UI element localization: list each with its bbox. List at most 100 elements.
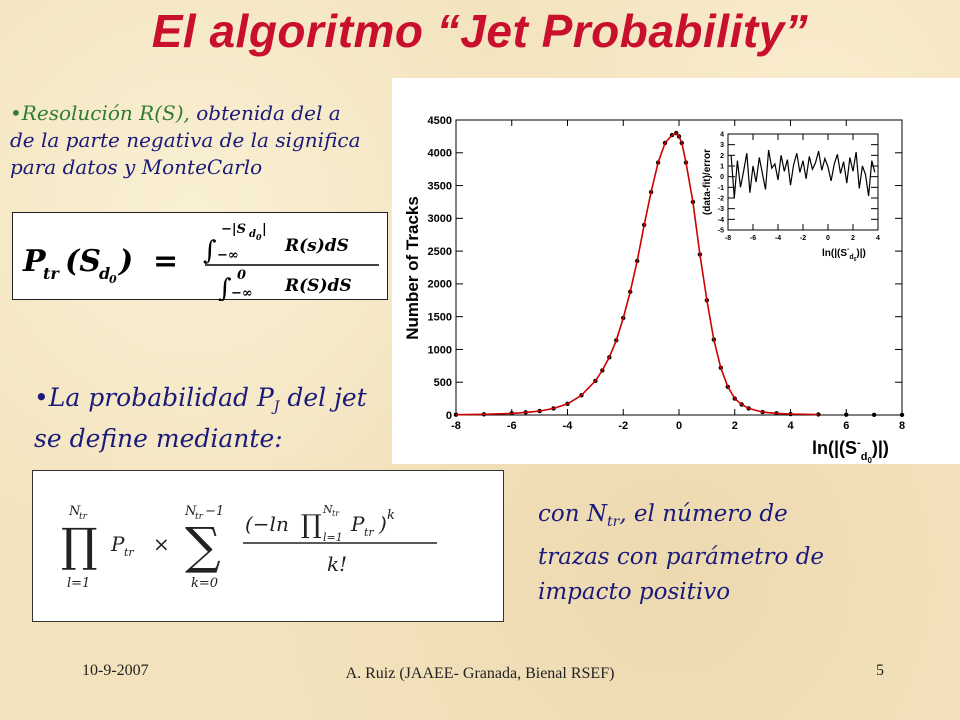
main-y-tick-label: 3500 (428, 180, 452, 192)
f1-num-upper-sub2: 0 (256, 232, 262, 242)
main-y-tick-label: 2000 (428, 279, 452, 291)
main-y-tick-label: 0 (446, 410, 452, 422)
inset-y-tick-label: 3 (720, 142, 724, 149)
f1-num-upper-close: | (262, 222, 267, 237)
f2-term: P (110, 532, 125, 556)
f1-den-body: R(S)dS (284, 276, 352, 296)
main-x-tick-label: -8 (451, 420, 461, 432)
f1-arg-sub: d (99, 264, 110, 283)
inset-xlabel-part-4: 0 (854, 257, 857, 263)
f2-num-term: P (350, 512, 365, 536)
formula-jet-probability: N tr ∏ l=1 P tr × N tr −1 ∑ k=0 (−ln ∏ N… (32, 470, 504, 622)
f1-den-lower: −∞ (231, 286, 253, 301)
f1-lhs: P (22, 244, 47, 279)
f2-num-exp: k (387, 508, 395, 523)
formula-track-probability: P tr (S d 0 ) = ∫ −|S d 0 | −∞ R(s)dS ∫ … (12, 212, 388, 304)
inset-y-tick-label: 4 (720, 131, 724, 138)
inset-xlabel-part-2: - (847, 246, 850, 253)
inset-residuals-line (730, 149, 876, 199)
inset-x-tick-label: -2 (800, 235, 806, 242)
main-data-point (844, 412, 849, 417)
f2-num-term-sub: tr (364, 526, 374, 539)
main-x-tick-label: 4 (787, 420, 794, 432)
bullet-resolution-line1: •Resolución R(S), obtenida del a (10, 100, 400, 127)
f2-sum-lower: k=0 (191, 576, 218, 591)
note-sub: tr (606, 514, 620, 530)
inset-xlabel-part-1: ln(|(S (822, 248, 847, 259)
inset-x-tick-label: 4 (876, 235, 880, 242)
note-post: , el número de (619, 501, 788, 527)
f1-arg-sub2: 0 (109, 273, 117, 286)
f2-den: k! (327, 552, 347, 576)
main-x-axis-label: ln(|(S-d0)|) (812, 437, 889, 464)
bullet-jet-probability: •La probabilidad PJ del jet se define me… (34, 382, 414, 455)
f1-num-upper-sub: d (249, 229, 256, 240)
main-y-tick-label: 4000 (428, 148, 452, 160)
formula-track-probability-svg: P tr (S d 0 ) = ∫ −|S d 0 | −∞ R(s)dS ∫ … (22, 222, 379, 304)
main-y-tick-label: 4500 (428, 115, 452, 127)
inset-plot-frame (727, 133, 879, 231)
note-ntr: con Ntr, el número de trazas con parámet… (538, 497, 898, 610)
f1-lhs-sub: tr (43, 264, 60, 283)
f1-arg-open: (S (65, 244, 101, 279)
f2-sum-upper-rest: −1 (205, 504, 224, 519)
inset-y-tick-label: -4 (718, 217, 724, 224)
plot-panel: Number of Tracks ln(|(S-d0)|) -8 -6 -4 -2 0 2… (392, 78, 960, 465)
f2-prod-upper-sub: tr (79, 512, 88, 522)
inset-y-tick-label: -3 (718, 206, 724, 213)
inset-x-tick-label: -6 (750, 235, 756, 242)
main-xlabel-part-2: - (857, 437, 861, 449)
main-x-tick-label: -6 (507, 420, 517, 432)
f2-sum-upper-sub: tr (195, 512, 204, 522)
bullet-jet-line1: •La probabilidad PJ del jet (34, 382, 414, 423)
inset-series-layer (730, 149, 876, 199)
footer-page-number: 5 (876, 662, 884, 679)
bullet-jet-text: La probabilidad P (48, 383, 274, 412)
f2-prod-lower: l=1 (67, 576, 90, 591)
inset-y-tick-label: 0 (720, 174, 724, 181)
f2-times: × (153, 532, 170, 556)
inset-y-axis-label: (data-fit)/error (702, 149, 713, 215)
main-y-tick-label: 1500 (428, 312, 452, 324)
formula-jet-probability-svg: N tr ∏ l=1 P tr × N tr −1 ∑ k=0 (−ln ∏ N… (61, 503, 437, 591)
note-line2: trazas con parámetro de (538, 544, 825, 570)
f2-num-open: (−ln (245, 512, 289, 536)
main-x-tick-label: 2 (732, 420, 738, 432)
main-fit-line (455, 132, 819, 416)
main-y-axis-label: Number of Tracks (403, 196, 422, 340)
f1-den-integral: ∫ (218, 274, 232, 301)
f2-sum-symbol: ∑ (185, 517, 221, 575)
f2-num-prod-upper-sub: tr (332, 509, 340, 518)
bullet-jet-sub: J (273, 399, 280, 415)
note-line1: con Ntr, el número de (538, 497, 898, 540)
f1-num-lower: −∞ (217, 248, 239, 263)
main-x-tick-label: -4 (563, 420, 574, 432)
main-y-tick-label: 3000 (428, 213, 452, 225)
inset-xlabel-part-5: )|) (856, 248, 865, 259)
bullet-jet-text-b: del jet (279, 383, 367, 412)
footer-author: A. Ruiz (JAAEE- Granada, Bienal RSEF) (345, 665, 615, 682)
main-data-point (899, 412, 905, 418)
main-xlabel-part-5: )|) (872, 438, 889, 458)
main-y-tick-label: 2500 (428, 246, 452, 258)
f2-product-symbol: ∏ (61, 518, 98, 572)
bullet-resolution-line3: para datos y MonteCarlo (10, 155, 263, 179)
inset-y-tick-label: 1 (720, 163, 724, 170)
bullet-marker: • (10, 101, 22, 125)
main-series-layer (453, 130, 905, 418)
main-x-tick-label: 8 (899, 420, 905, 432)
f1-den-upper: 0 (237, 268, 246, 283)
main-xlabel-part-4: 0 (867, 456, 872, 464)
note-pre: con N (538, 501, 607, 527)
slide-title: El algoritmo “Jet Probability” (151, 5, 809, 57)
inset-x-tick-label: -4 (775, 235, 781, 242)
f1-num-integral: ∫ (203, 236, 217, 266)
f2-num-prod-lower: l=1 (323, 531, 343, 544)
main-x-tick-label: 0 (676, 420, 682, 432)
inset-y-tick-label: 2 (720, 153, 724, 160)
inset-x-tick-label: 0 (826, 235, 830, 242)
f2-prod-upper: N (68, 504, 81, 519)
inset-y-tick-label: -5 (718, 227, 724, 234)
footer-date: 10-9-2007 (82, 662, 149, 679)
inset-y-tick-label: -2 (718, 195, 724, 202)
